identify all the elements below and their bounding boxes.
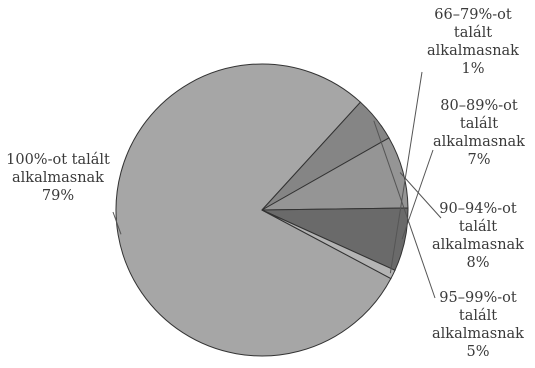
- slice-label-4: 66–79%-ot talált alkalmasnak 1%: [427, 7, 519, 77]
- leader-line-1: [373, 120, 436, 299]
- leader-line-2: [399, 172, 442, 219]
- slice-labels: 100%-ot talált alkalmasnak 79% 95–99%-ot tal…: [6, 7, 525, 360]
- slice-label-3: 80–89%-ot talált alkalmasnak 7%: [433, 98, 525, 168]
- slice-label-3-line-3: 7%: [467, 152, 490, 168]
- slice-label-2-line-2: alkalmasnak: [432, 237, 524, 253]
- slice-label-4-line-2: alkalmasnak: [427, 43, 519, 59]
- pie-slices: [115, 63, 409, 357]
- slice-label-1-line-1: talált: [459, 308, 497, 324]
- leader-line-3: [401, 149, 434, 240]
- leader-line-0: [112, 211, 122, 235]
- slice-label-2-line-3: 8%: [466, 255, 489, 271]
- slice-label-2: 90–94%-ot talált alkalmasnak 8%: [432, 201, 524, 271]
- slice-label-0-line-1: alkalmasnak: [12, 170, 104, 186]
- slice-label-1-line-0: 95–99%-ot: [439, 290, 517, 306]
- slice-label-0-line-2: 79%: [42, 188, 74, 204]
- slice-label-0: 100%-ot talált alkalmasnak 79%: [6, 152, 110, 204]
- leader-lines: [112, 71, 442, 299]
- slice-label-4-line-3: 1%: [461, 61, 484, 77]
- slice-label-2-line-1: talált: [459, 219, 497, 235]
- slice-label-1-line-3: 5%: [466, 344, 489, 360]
- slice-label-1: 95–99%-ot talált alkalmasnak 5%: [432, 290, 524, 360]
- slice-label-1-line-2: alkalmasnak: [432, 326, 524, 342]
- slice-label-3-line-0: 80–89%-ot: [440, 98, 518, 114]
- slice-label-0-line-0: 100%-ot talált: [6, 152, 110, 168]
- slice-label-3-line-1: talált: [460, 116, 498, 132]
- slice-label-4-line-1: talált: [454, 25, 492, 41]
- slice-label-2-line-0: 90–94%-ot: [439, 201, 517, 217]
- slice-label-4-line-0: 66–79%-ot: [434, 7, 512, 23]
- leader-line-4: [389, 71, 423, 274]
- slice-label-3-line-2: alkalmasnak: [433, 134, 525, 150]
- pie-slice-0: [115, 63, 392, 357]
- pie-slice-4: [261, 209, 396, 280]
